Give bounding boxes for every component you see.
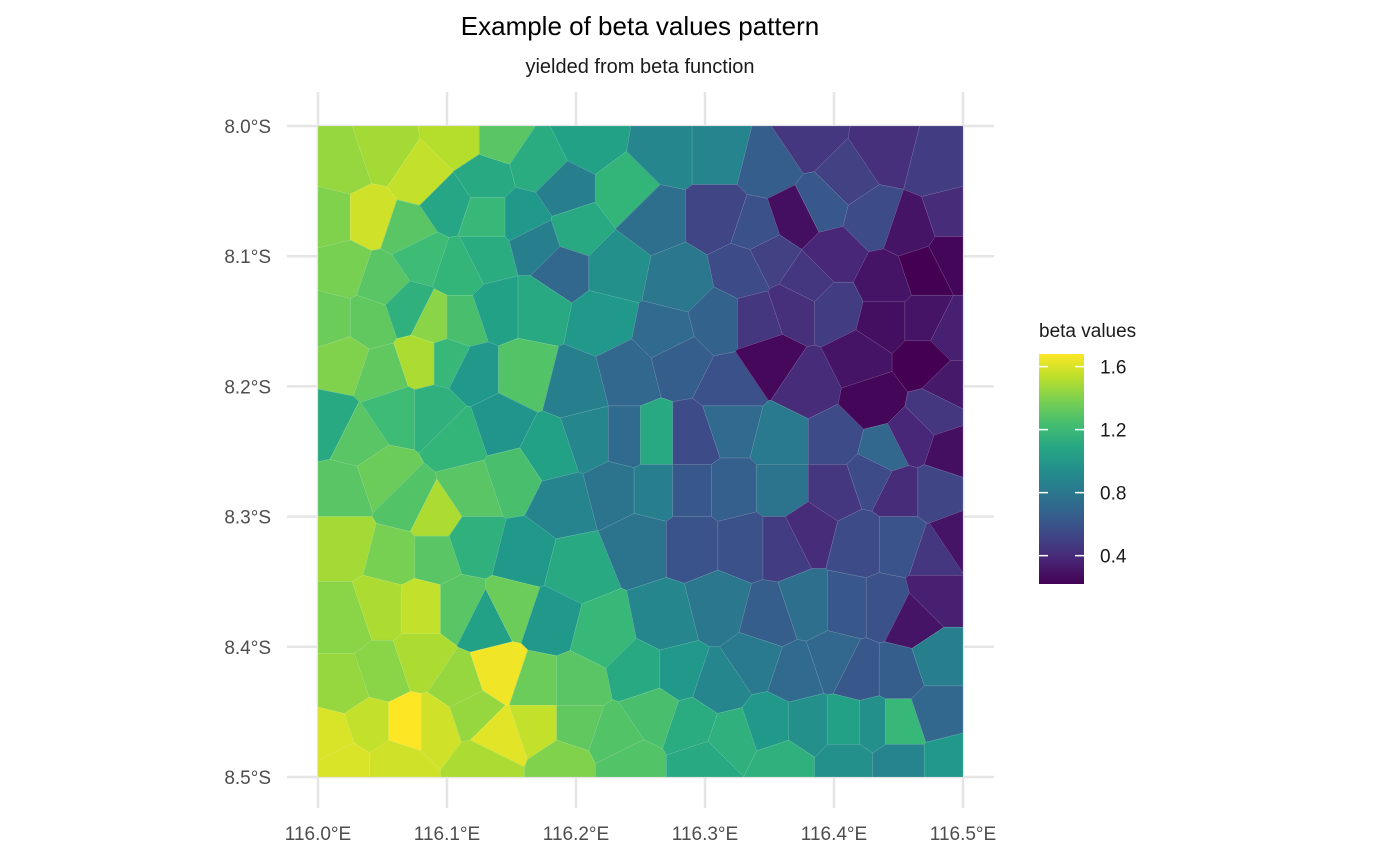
voronoi-cell-131 [401, 578, 441, 635]
legend-tick-label-3: 0.4 [1100, 547, 1127, 568]
voronoi-cell-edge-144 [905, 574, 963, 628]
y-tick-label-2: 8.2°S [224, 377, 271, 398]
voronoi-cell-128 [928, 510, 963, 574]
voronoi-cell-188 [923, 732, 963, 777]
voronoi-cell-182 [524, 739, 596, 777]
voronoi-cell-edge-182 [524, 739, 596, 777]
x-tick-label-3: 116.3°E [672, 824, 738, 845]
voronoi-cell-88 [640, 397, 674, 465]
voronoi-cells [318, 126, 963, 777]
voronoi-cell-edge-96 [904, 388, 963, 436]
voronoi-cell-47 [928, 236, 963, 296]
x-tick-label-5: 116.5°E [930, 824, 996, 845]
voronoi-cell-106 [633, 464, 674, 522]
x-tick-label-1: 116.1°E [414, 824, 480, 845]
legend-tick-label-2: 0.8 [1100, 484, 1126, 505]
y-tick-label-4: 8.4°S [224, 638, 271, 659]
x-axis-tick-labels: 116.0°E 116.1°E 116.2°E 116.3°E 116.4°E 116.5… [285, 824, 996, 845]
voronoi-cell-edge-160 [911, 627, 963, 687]
legend-tick-label-1: 1.2 [1100, 421, 1126, 442]
legend-title: beta values [1039, 321, 1136, 342]
voronoi-cell-16 [318, 185, 351, 249]
voronoi-cell-178 [910, 685, 963, 743]
legend-ticks: 1.6 1.2 0.8 0.4 [1039, 358, 1127, 568]
x-tick-label-4: 116.4°E [801, 824, 867, 845]
voronoi-cell-edge-22 [535, 160, 596, 217]
voronoi-cell-edge-128 [929, 510, 963, 574]
voronoi-cell-87 [607, 405, 641, 469]
y-tick-label-5: 8.5°S [224, 768, 271, 789]
voronoi-cell-175 [827, 693, 861, 745]
y-tick-label-1: 8.1°S [224, 247, 271, 268]
voronoi-cell-107 [672, 464, 712, 517]
chart-subtitle: yielded from beta function [525, 56, 754, 78]
color-legend: beta values 1.6 1.2 0.8 0.4 [1039, 321, 1136, 584]
voronoi-cell-187 [872, 744, 925, 777]
legend-tick-label-0: 1.6 [1100, 358, 1126, 379]
voronoi-cell-edge-188 [924, 732, 963, 777]
voronoi-cell-186 [814, 744, 874, 777]
chart-title: Example of beta values pattern [461, 11, 819, 41]
voronoi-cell-edge-178 [911, 685, 963, 743]
x-tick-label-0: 116.0°E [285, 824, 351, 845]
voronoi-cell-141 [827, 569, 867, 640]
x-tick-label-2: 116.2°E [543, 824, 609, 845]
voronoi-cell-108 [711, 457, 757, 522]
voronoi-cell-96 [904, 388, 963, 436]
voronoi-cell-144 [905, 574, 963, 628]
y-tick-label-3: 8.3°S [224, 508, 271, 529]
voronoi-cell-160 [911, 626, 963, 687]
voronoi-cell-22 [535, 160, 596, 217]
legend-colorbar [1039, 354, 1084, 584]
y-axis-tick-labels: 8.0°S 8.1°S 8.2°S 8.3°S 8.4°S 8.5°S [224, 117, 271, 789]
voronoi-cell-176 [859, 695, 886, 754]
y-tick-label-0: 8.0°S [224, 117, 271, 138]
voronoi-cell-edge-47 [928, 236, 963, 296]
